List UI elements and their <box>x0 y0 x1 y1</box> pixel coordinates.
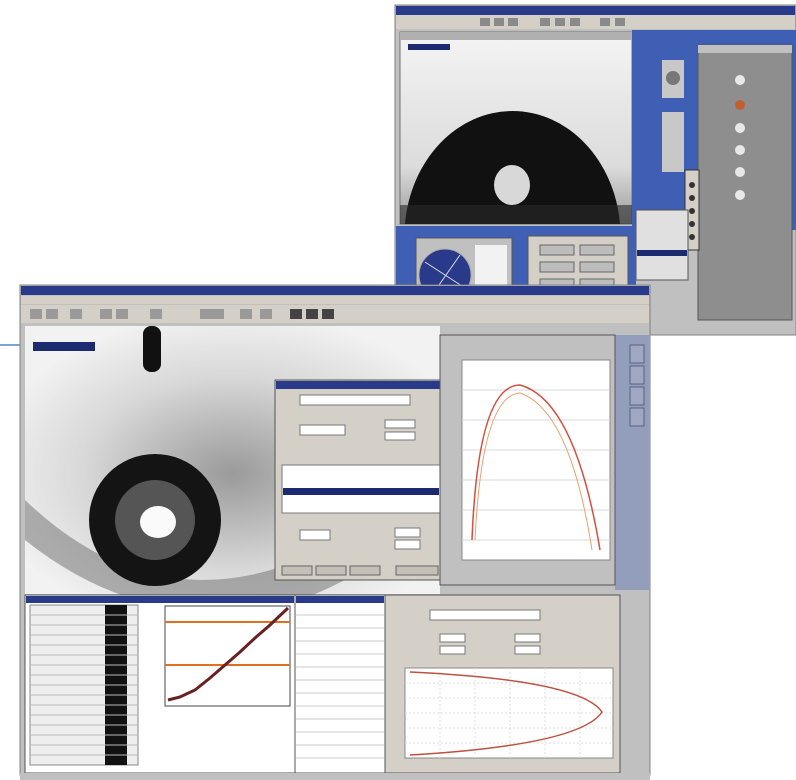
dropdown[interactable] <box>299 394 411 406</box>
dialog-title <box>276 381 444 389</box>
toolbar[interactable] <box>21 305 649 323</box>
list-rows <box>296 614 384 759</box>
envelope-curve <box>409 671 603 756</box>
blue-area <box>615 335 649 590</box>
toolbar-buttons[interactable] <box>480 18 625 26</box>
envelope-curve <box>474 392 593 551</box>
input[interactable] <box>394 539 421 550</box>
input[interactable] <box>384 419 416 429</box>
mini-tool <box>662 112 684 172</box>
mini-plot <box>475 245 507 285</box>
floating-icons[interactable] <box>689 182 695 240</box>
input[interactable] <box>439 633 466 643</box>
toolbar[interactable] <box>396 15 795 29</box>
title-bar <box>21 286 649 295</box>
toolbar-buttons[interactable] <box>30 309 334 319</box>
droplet-reflection <box>140 506 176 538</box>
input[interactable] <box>514 645 541 655</box>
grid <box>405 668 613 758</box>
dialog-buttons[interactable] <box>281 565 439 576</box>
side-title <box>698 45 792 53</box>
context-menu[interactable] <box>635 209 689 281</box>
main-window <box>19 284 651 780</box>
panel-title <box>26 596 294 603</box>
input[interactable] <box>394 527 421 538</box>
table-rows <box>30 614 138 756</box>
side-panel <box>697 44 793 321</box>
status-bar <box>20 773 650 780</box>
list-selection[interactable] <box>283 488 439 495</box>
envelope-curve <box>471 384 601 551</box>
panel-title <box>296 596 384 603</box>
label-box <box>33 342 95 351</box>
baseline <box>400 205 632 224</box>
side-icons[interactable] <box>735 75 745 200</box>
side-tabs[interactable] <box>629 344 645 427</box>
input[interactable] <box>514 633 541 643</box>
input[interactable] <box>439 645 466 655</box>
panel-title <box>400 32 632 40</box>
list-window <box>294 594 386 774</box>
input[interactable] <box>299 529 331 541</box>
menu-bar[interactable] <box>21 296 649 304</box>
title-bar <box>396 6 795 15</box>
menu-highlight[interactable] <box>637 250 687 256</box>
mini-icon <box>666 71 680 85</box>
input[interactable] <box>384 431 416 441</box>
label-box <box>408 44 450 50</box>
input[interactable] <box>299 424 346 436</box>
measurement-curve <box>167 606 290 702</box>
droplet-reflection <box>494 165 530 205</box>
dropdown[interactable] <box>429 609 541 621</box>
needle <box>143 326 161 372</box>
dial-line <box>424 261 466 289</box>
